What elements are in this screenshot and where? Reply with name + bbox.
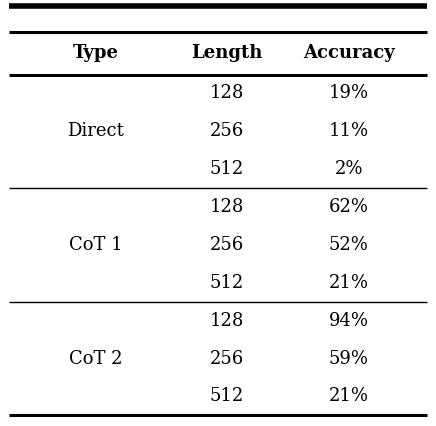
Text: 21%: 21% xyxy=(329,274,369,292)
Text: 128: 128 xyxy=(210,198,244,216)
Text: 62%: 62% xyxy=(329,198,369,216)
Text: 128: 128 xyxy=(210,312,244,330)
Text: 19%: 19% xyxy=(329,84,369,103)
Text: 59%: 59% xyxy=(329,350,369,368)
Text: 2%: 2% xyxy=(334,160,363,178)
Text: Direct: Direct xyxy=(68,122,124,140)
Text: 512: 512 xyxy=(210,387,244,406)
Text: 94%: 94% xyxy=(329,312,369,330)
Text: 256: 256 xyxy=(210,236,244,254)
Text: CoT 2: CoT 2 xyxy=(69,350,123,368)
Text: Accuracy: Accuracy xyxy=(303,44,395,62)
Text: CoT 1: CoT 1 xyxy=(69,236,123,254)
Text: 11%: 11% xyxy=(329,122,369,140)
Text: 256: 256 xyxy=(210,350,244,368)
Text: 128: 128 xyxy=(210,84,244,103)
Text: 21%: 21% xyxy=(329,387,369,406)
Text: Type: Type xyxy=(73,44,119,62)
Text: 52%: 52% xyxy=(329,236,369,254)
Text: 512: 512 xyxy=(210,274,244,292)
Text: 256: 256 xyxy=(210,122,244,140)
Text: Length: Length xyxy=(191,44,262,62)
Text: 512: 512 xyxy=(210,160,244,178)
